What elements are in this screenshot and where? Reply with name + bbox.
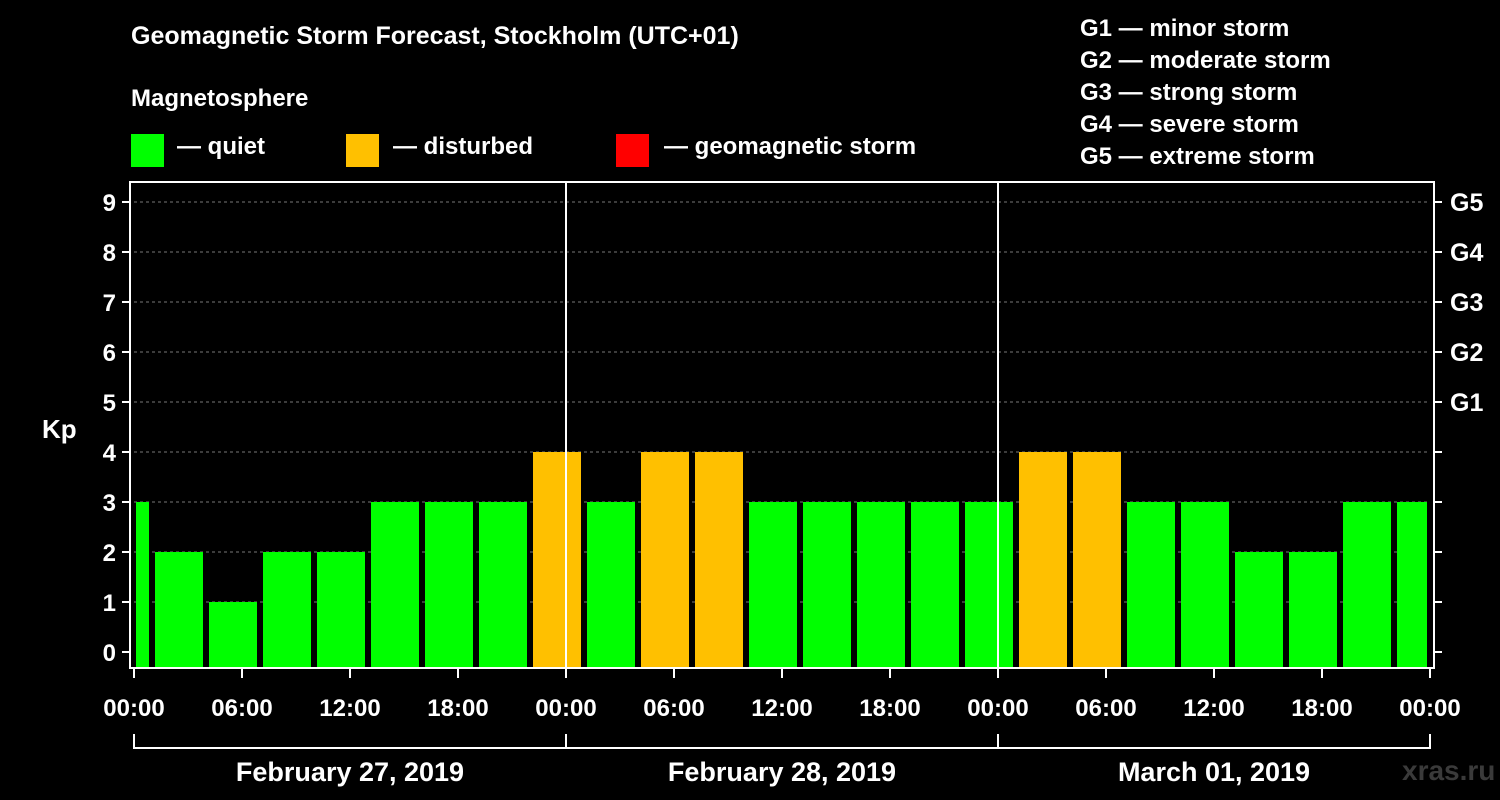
storm-level-g3: G3 — strong storm	[1080, 79, 1298, 106]
bar-24	[1397, 502, 1427, 668]
legend-swatch-disturbed	[346, 134, 379, 167]
storm-level-g5: G5 — extreme storm	[1080, 143, 1315, 170]
bar-15	[911, 502, 959, 668]
ytick-label-9: 9	[103, 190, 116, 217]
bar-10	[641, 452, 689, 668]
chart-title: Geomagnetic Storm Forecast, Stockholm (U…	[131, 22, 739, 50]
ytick-label-3: 3	[103, 490, 116, 517]
ytick-label-1: 1	[103, 590, 116, 617]
xtick-label-1: 06:00	[211, 695, 272, 722]
bar-13	[803, 502, 851, 668]
ytick-label-g4: G4	[1450, 239, 1483, 267]
day-label-1: February 28, 2019	[668, 757, 896, 787]
ytick-label-g1: G1	[1450, 389, 1483, 417]
day-label-0: February 27, 2019	[236, 757, 464, 787]
bar-12	[749, 502, 797, 668]
xtick-label-8: 00:00	[967, 695, 1028, 722]
bar-2	[209, 602, 257, 668]
storm-level-g1: G1 — minor storm	[1080, 15, 1290, 42]
bar-3	[263, 552, 311, 668]
legend-label-storm: — geomagnetic storm	[664, 133, 917, 160]
legend-label-quiet: — quiet	[177, 133, 265, 160]
day-label-2: March 01, 2019	[1118, 757, 1310, 787]
storm-level-g2: G2 — moderate storm	[1080, 47, 1331, 74]
storm-level-g4: G4 — severe storm	[1080, 111, 1299, 138]
bar-20	[1181, 502, 1229, 668]
xtick-label-11: 18:00	[1291, 695, 1352, 722]
ytick-label-5: 5	[103, 390, 116, 417]
xtick-label-5: 06:00	[643, 695, 704, 722]
bar-22	[1289, 552, 1337, 668]
bar-4	[317, 552, 365, 668]
bar-1	[155, 552, 203, 668]
legend-label-disturbed: — disturbed	[393, 133, 534, 160]
xtick-label-9: 06:00	[1075, 695, 1136, 722]
xtick-label-4: 00:00	[535, 695, 596, 722]
magnetosphere-label: Magnetosphere	[131, 85, 309, 112]
bar-11	[695, 452, 743, 668]
bar-9	[587, 502, 635, 668]
bar-23	[1343, 502, 1391, 668]
bar-17	[1019, 452, 1067, 668]
ytick-label-6: 6	[103, 340, 116, 367]
ytick-label-8: 8	[103, 240, 116, 267]
bar-5	[371, 502, 419, 668]
bar-0	[136, 502, 149, 668]
bar-19	[1127, 502, 1175, 668]
brand-watermark: xras.ru	[1402, 755, 1496, 786]
ytick-label-2: 2	[103, 540, 116, 567]
y-axis-label: Kp	[42, 414, 77, 444]
legend-swatch-quiet	[131, 134, 164, 167]
xtick-label-10: 12:00	[1183, 695, 1244, 722]
ytick-label-0: 0	[103, 640, 116, 667]
bar-16	[965, 502, 1013, 668]
xtick-label-6: 12:00	[751, 695, 812, 722]
legend-swatch-storm	[616, 134, 649, 167]
bar-7	[479, 502, 527, 668]
xtick-label-7: 18:00	[859, 695, 920, 722]
bar-14	[857, 502, 905, 668]
bar-8	[533, 452, 581, 668]
xtick-label-2: 12:00	[319, 695, 380, 722]
xtick-label-3: 18:00	[427, 695, 488, 722]
ytick-label-7: 7	[103, 290, 116, 317]
ytick-label-g3: G3	[1450, 289, 1483, 317]
ytick-label-g2: G2	[1450, 339, 1483, 367]
xtick-label-0: 00:00	[103, 695, 164, 722]
xtick-label-12: 00:00	[1399, 695, 1460, 722]
ytick-label-4: 4	[103, 440, 117, 467]
bar-6	[425, 502, 473, 668]
bar-18	[1073, 452, 1121, 668]
bar-21	[1235, 552, 1283, 668]
ytick-label-g5: G5	[1450, 189, 1483, 217]
